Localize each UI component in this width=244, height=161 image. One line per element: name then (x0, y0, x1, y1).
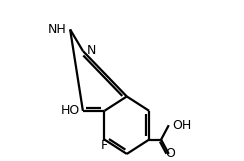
Text: N: N (87, 44, 96, 57)
Text: OH: OH (172, 119, 191, 132)
Text: F: F (101, 139, 108, 152)
Text: HO: HO (61, 104, 80, 117)
Text: NH: NH (48, 23, 67, 36)
Text: O: O (165, 147, 175, 160)
